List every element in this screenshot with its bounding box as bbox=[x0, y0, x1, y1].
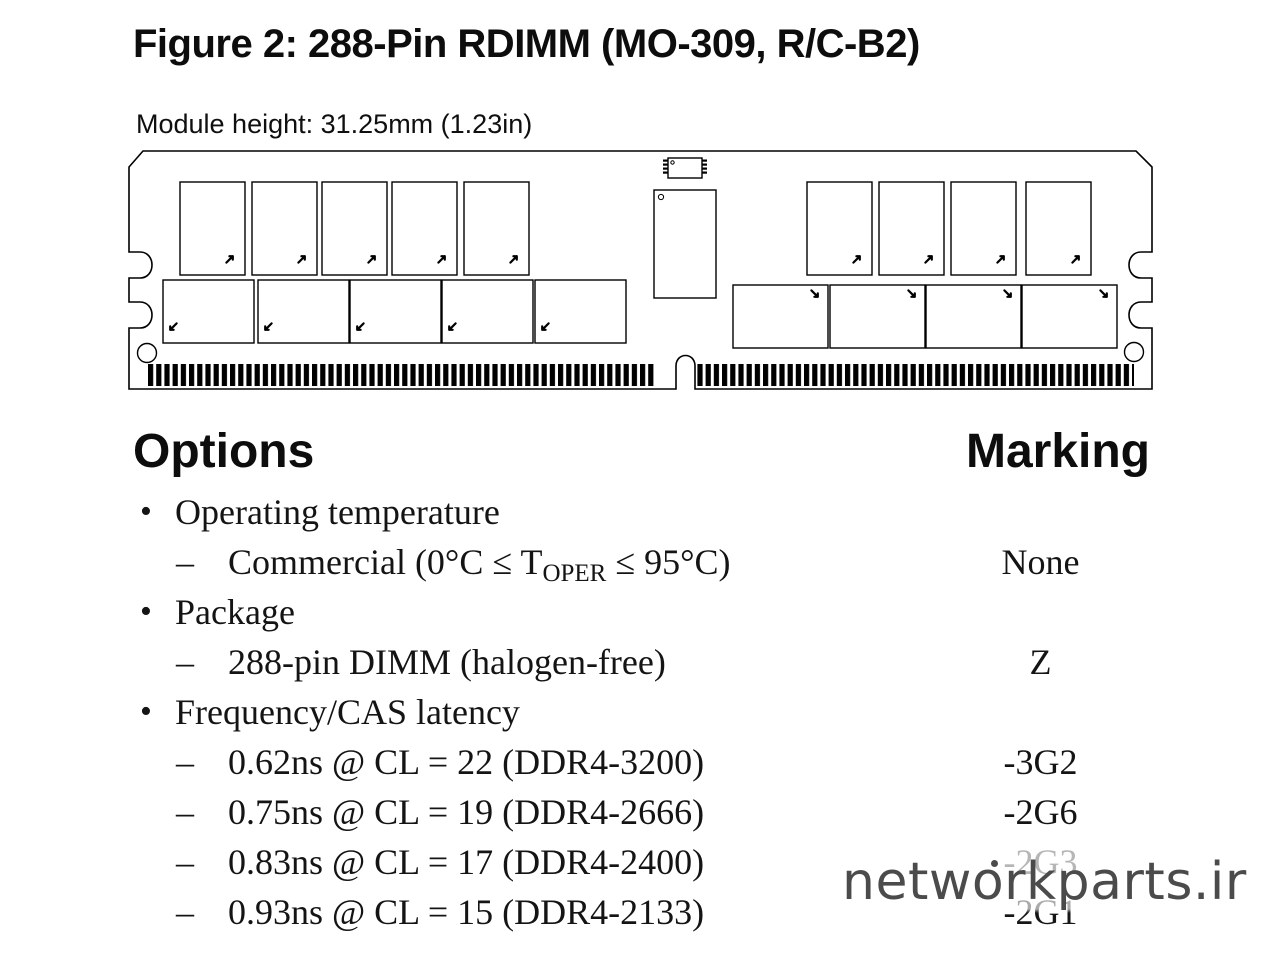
edge-connector-pins-right bbox=[696, 364, 1134, 386]
dram-chip bbox=[1025, 181, 1092, 276]
dram-chip bbox=[321, 181, 388, 276]
option-row: • Operating temperature bbox=[0, 487, 1280, 537]
rdimm-module-diagram bbox=[128, 150, 1153, 390]
bullet-icon: • bbox=[140, 693, 152, 730]
option-label: 0.62ns @ CL = 22 (DDR4-3200) bbox=[228, 742, 705, 782]
dash-icon: – bbox=[176, 792, 194, 832]
dram-chip bbox=[179, 181, 246, 276]
dram-chip bbox=[257, 279, 350, 344]
dram-chip bbox=[829, 284, 926, 349]
marking-header: Marking bbox=[965, 425, 1150, 478]
mounting-hole-right bbox=[1123, 341, 1145, 363]
option-label: 0.75ns @ CL = 19 (DDR4-2666) bbox=[228, 792, 705, 832]
option-row: – 288-pin DIMM (halogen-free) Z bbox=[0, 637, 1280, 687]
figure-title: Figure 2: 288-Pin RDIMM (MO-309, R/C-B2) bbox=[133, 22, 920, 66]
dram-chip bbox=[349, 279, 442, 344]
option-row: – 0.93ns @ CL = 15 (DDR4-2133) -2G1 bbox=[0, 887, 1280, 937]
dash-icon: – bbox=[176, 892, 194, 932]
bullet-icon: • bbox=[140, 493, 152, 530]
dram-chip bbox=[950, 181, 1017, 276]
marking-value: Z bbox=[1029, 642, 1052, 682]
marking-value: -2G6 bbox=[1003, 792, 1078, 832]
dram-chips-top-left bbox=[179, 181, 530, 276]
spd-eeprom-chip bbox=[663, 157, 707, 179]
dram-chips-top-right bbox=[806, 181, 1092, 276]
dash-icon: – bbox=[176, 842, 194, 882]
register-chip bbox=[653, 189, 717, 299]
marking-value: -3G2 bbox=[1003, 742, 1078, 782]
option-row: – 0.75ns @ CL = 19 (DDR4-2666) -2G6 bbox=[0, 787, 1280, 837]
option-label: Frequency/CAS latency bbox=[175, 692, 520, 732]
dash-icon: – bbox=[176, 642, 194, 682]
option-row: • Frequency/CAS latency bbox=[0, 687, 1280, 737]
dram-chip bbox=[732, 284, 829, 349]
dram-chip bbox=[251, 181, 318, 276]
dram-chip bbox=[162, 279, 255, 344]
options-list: • Operating temperature – Commercial (0°… bbox=[0, 487, 1280, 937]
marking-value: -2G3 bbox=[1003, 842, 1078, 882]
dram-chip bbox=[463, 181, 530, 276]
option-label: 0.93ns @ CL = 15 (DDR4-2133) bbox=[228, 892, 705, 932]
option-row: – 0.62ns @ CL = 22 (DDR4-3200) -3G2 bbox=[0, 737, 1280, 787]
option-label: 288-pin DIMM (halogen-free) bbox=[228, 642, 666, 682]
mounting-hole-left bbox=[136, 342, 158, 364]
option-row: – 0.83ns @ CL = 17 (DDR4-2400) -2G3 bbox=[0, 837, 1280, 887]
watermark-o-dot bbox=[991, 860, 998, 867]
marking-value: None bbox=[1001, 542, 1080, 582]
option-row: • Package bbox=[0, 587, 1280, 637]
module-height-label: Module height: 31.25mm (1.23in) bbox=[136, 109, 533, 139]
dram-chip bbox=[925, 284, 1022, 349]
dram-chip bbox=[534, 279, 627, 344]
dram-chip bbox=[391, 181, 458, 276]
option-label: Operating temperature bbox=[175, 492, 500, 532]
dram-chip bbox=[1021, 284, 1118, 349]
dash-icon: – bbox=[176, 542, 194, 582]
dram-chips-bottom-left bbox=[162, 279, 627, 344]
option-label: Package bbox=[175, 592, 295, 632]
marking-value: -2G1 bbox=[933, 887, 1148, 937]
option-row: – Commercial (0°C ≤ TOPER ≤ 95°C) None bbox=[0, 537, 1280, 587]
dram-chip bbox=[878, 181, 945, 276]
option-label: Commercial (0°C ≤ TOPER ≤ 95°C) bbox=[228, 542, 731, 587]
dram-chip bbox=[441, 279, 534, 344]
bullet-icon: • bbox=[140, 593, 152, 630]
edge-connector-pins-left bbox=[148, 364, 655, 386]
watermark-text: networkparts.ir bbox=[842, 852, 1247, 912]
dram-chips-bottom-right bbox=[732, 284, 1118, 349]
dram-chip bbox=[806, 181, 873, 276]
options-header: Options bbox=[133, 425, 315, 478]
dash-icon: – bbox=[176, 742, 194, 782]
option-label: 0.83ns @ CL = 17 (DDR4-2400) bbox=[228, 842, 705, 882]
subscript-oper: OPER bbox=[542, 560, 607, 587]
watermark: networkparts.ir bbox=[842, 856, 1247, 908]
